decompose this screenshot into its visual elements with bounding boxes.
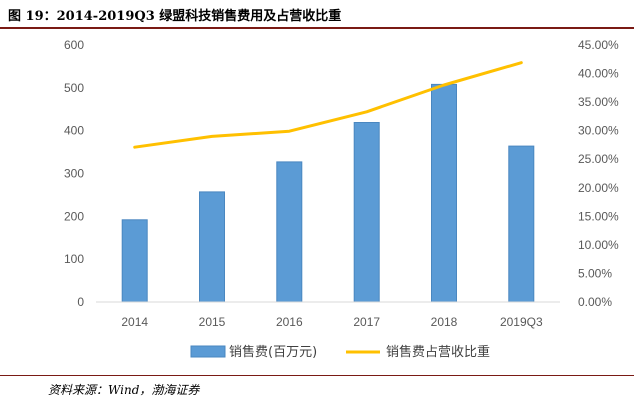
x-tick-label: 2014 [121,315,148,329]
bar-2018 [431,83,457,303]
legend: 销售费(百万元) 销售费占营收比重 [190,344,490,360]
right-tick-label: 20.00% [578,181,619,195]
left-tick-label: 100 [64,252,84,266]
bar-series [121,83,535,303]
right-tick-label: 40.00% [578,67,619,81]
bar-2016 [276,161,303,303]
legend-swatch-bar [190,345,226,358]
ratio-line [133,61,523,149]
right-tick-label: 30.00% [578,124,619,138]
figure-title: 图 19：2014-2019Q3 绿盟科技销售费用及占营收比重 [8,9,342,24]
left-tick-label: 600 [64,38,84,52]
bar-2019Q3 [508,145,535,303]
left-tick-label: 0 [77,295,84,309]
right-tick-label: 45.00% [578,38,619,52]
left-tick-label: 300 [64,167,84,181]
source-divider [0,375,634,376]
bar-2017 [353,122,380,303]
right-tick-label: 25.00% [578,152,619,166]
x-tick-label: 2017 [353,315,380,329]
right-tick-label: 0.00% [578,295,612,309]
x-tick-label: 2016 [276,315,303,329]
right-tick-label: 10.00% [578,238,619,252]
bar-2015 [199,191,225,303]
x-axis-ticks: 2014 2015 2016 2017 2018 2019Q3 [121,315,543,329]
x-tick-label: 2018 [431,315,458,329]
left-tick-label: 500 [64,81,84,95]
x-tick-label: 2019Q3 [500,315,543,329]
right-tick-label: 35.00% [578,95,619,109]
right-tick-label: 15.00% [578,209,619,223]
title-divider [0,27,634,29]
source-note: 资料来源：Wind，渤海证券 [48,383,200,397]
left-tick-label: 200 [64,209,84,223]
legend-label-line: 销售费占营收比重 [386,344,490,360]
x-tick-label: 2015 [199,315,226,329]
left-axis-ticks: 0 100 200 300 400 500 600 [64,38,84,309]
line-series [133,61,523,149]
right-tick-label: 5.00% [578,266,612,280]
legend-label-bar: 销售费(百万元) [229,344,317,360]
bar-2014 [121,219,148,303]
left-tick-label: 400 [64,124,84,138]
right-axis-ticks: 0.00% 5.00% 10.00% 15.00% 20.00% 25.00% 30.00%… [578,38,619,309]
